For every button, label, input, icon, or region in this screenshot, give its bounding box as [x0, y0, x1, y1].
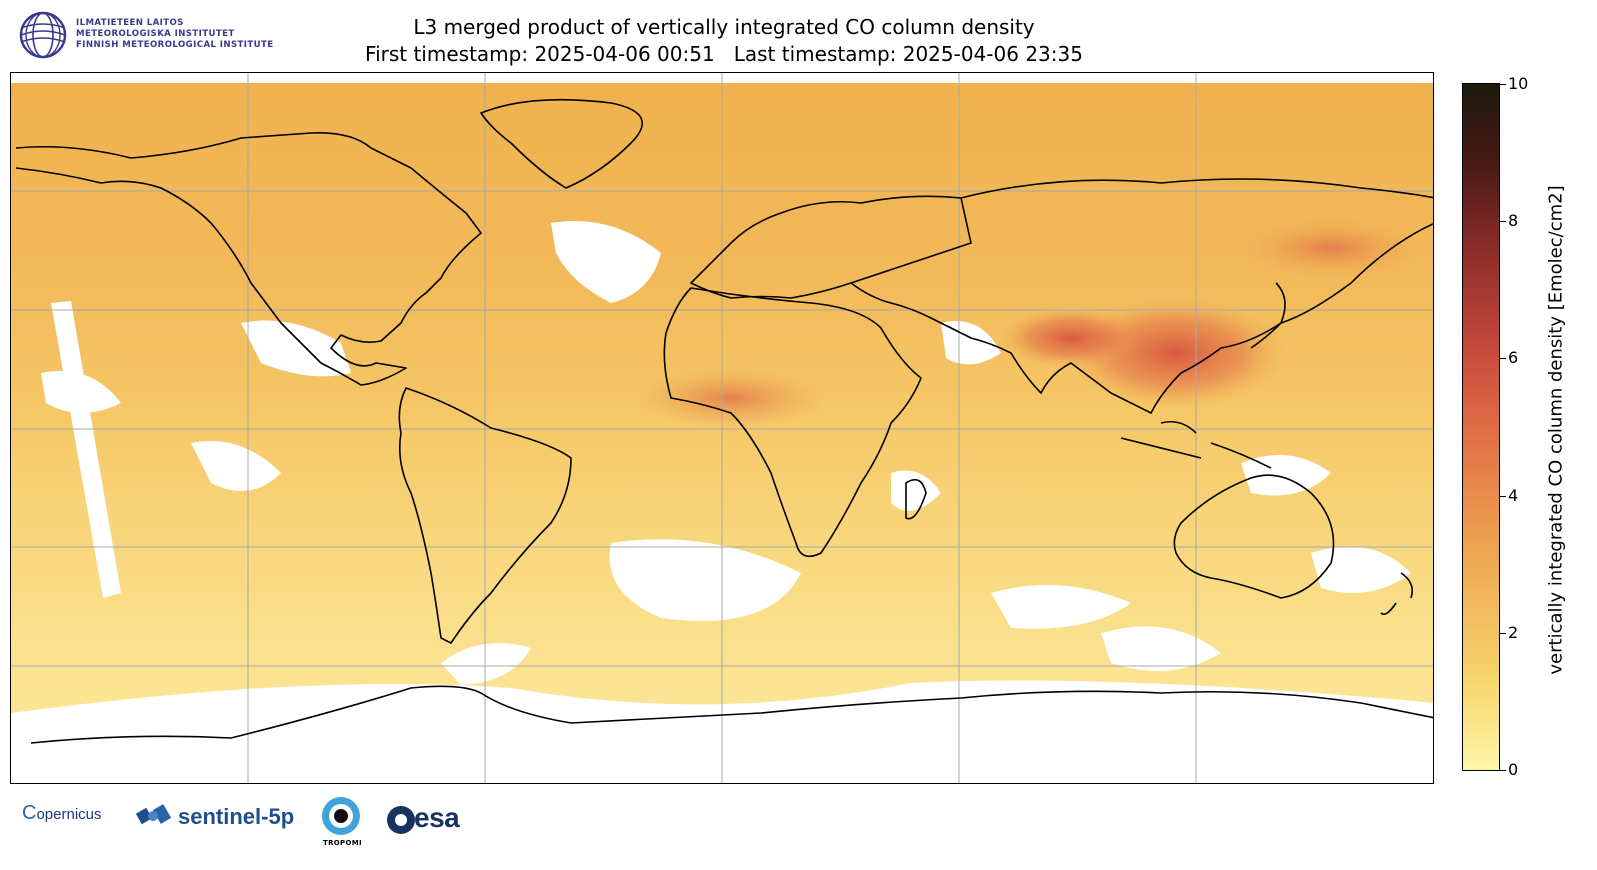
colorbar-tick-label: 10: [1508, 74, 1529, 93]
coast-madagascar: [905, 478, 927, 520]
coast-japan: [1250, 282, 1286, 349]
coast-new-zealand: [1380, 572, 1414, 616]
esa-text: esa: [414, 802, 460, 833]
satellite-icon: [135, 804, 172, 825]
coast-australia: [1173, 474, 1335, 599]
coast-europe: [690, 195, 972, 299]
esa-emblem-icon: [387, 806, 415, 834]
plot-title: L3 merged product of vertically integrat…: [330, 14, 1118, 68]
colorbar-tick-label: 4: [1508, 485, 1519, 505]
fmi-logo: ILMATIETEEN LAITOS METEOROLOGISKA INSTIT…: [18, 8, 318, 62]
esa-logo: esa: [386, 802, 486, 842]
tropomi-eye-icon: [322, 797, 360, 835]
title-line-1: L3 merged product of vertically integrat…: [413, 15, 1035, 39]
colorbar-tick-mark: [1500, 632, 1506, 634]
coast-antarctica: [30, 685, 1433, 744]
co-map: [10, 72, 1434, 784]
colorbar-tick-mark: [1500, 221, 1506, 223]
fmi-institute-name: ILMATIETEEN LAITOS METEOROLOGISKA INSTIT…: [76, 18, 274, 51]
fmi-line-fi: ILMATIETEEN LAITOS: [76, 18, 184, 28]
colorbar-tick-mark: [1500, 84, 1506, 85]
coastlines: [15, 98, 1433, 744]
colorbar-tick-label: 6: [1508, 348, 1519, 368]
title-line-2: First timestamp: 2025-04-06 00:51 Last t…: [365, 42, 1083, 66]
co-hotspot-south-asia: [1001, 308, 1141, 368]
coast-greenland: [480, 98, 643, 189]
copernicus-logo: Copernicus: [22, 802, 102, 825]
coast-north-america: [15, 131, 482, 386]
coast-indonesia: [1120, 420, 1272, 469]
copernicus-prefix: C: [22, 802, 37, 824]
fmi-emblem-icon: [19, 11, 67, 59]
partner-logos: Copernicus sentinel-5p TROPOMI esa: [16, 790, 496, 860]
tropomi-logo: TROPOMI: [319, 794, 363, 852]
colorbar: [1462, 83, 1500, 771]
fmi-line-en: FINNISH METEOROLOGICAL INSTITUTE: [76, 40, 274, 50]
coast-south-america: [398, 387, 572, 644]
coast-asia: [850, 178, 1433, 414]
colorbar-tick-label: 8: [1508, 211, 1519, 231]
fmi-line-sv: METEOROLOGISKA INSTITUTET: [76, 29, 235, 39]
map-svg: [11, 73, 1433, 783]
colorbar-label: vertically integrated CO column density …: [1545, 185, 1567, 675]
colorbar-tick-mark: [1500, 495, 1506, 497]
co-hotspot-pacific-plume: [1241, 218, 1421, 278]
coast-africa: [663, 287, 922, 558]
colorbar-tick-label: 0: [1508, 760, 1519, 779]
colorbar-tick-label: 2: [1508, 622, 1519, 642]
gridlines: [11, 73, 1433, 783]
sentinel-text: sentinel-5p: [178, 804, 295, 829]
tropomi-text: TROPOMI: [323, 839, 362, 847]
colorbar-tick-mark: [1500, 770, 1506, 771]
copernicus-text: opernicus: [36, 806, 102, 823]
sentinel-logo: sentinel-5p: [134, 796, 314, 836]
colorbar-tick-mark: [1500, 358, 1506, 360]
co-hotspot-west-africa: [636, 368, 826, 428]
